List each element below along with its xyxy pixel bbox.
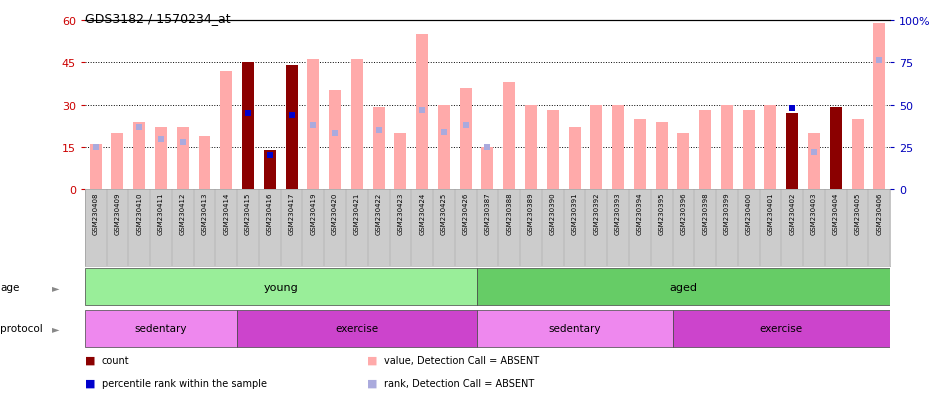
Bar [765,105,776,190]
Bar [220,71,233,190]
Text: sedentary: sedentary [135,323,187,333]
Text: aged: aged [670,282,697,292]
Bar [199,136,210,190]
Bar [177,128,188,190]
Text: GSM230411: GSM230411 [158,192,164,235]
Text: GSM230424: GSM230424 [419,192,425,235]
Text: GSM230399: GSM230399 [724,192,730,235]
Bar [85,268,477,306]
Text: GSM230417: GSM230417 [288,192,295,235]
Text: ■: ■ [85,355,95,365]
Text: GSM230410: GSM230410 [137,192,142,235]
Bar [787,114,798,190]
Bar [89,145,102,190]
Text: GSM230404: GSM230404 [833,192,838,235]
Text: GSM230402: GSM230402 [789,192,795,235]
Bar [830,108,842,190]
Text: GSM230423: GSM230423 [398,192,403,235]
Bar [237,310,477,347]
Text: GSM230414: GSM230414 [223,192,229,235]
Bar [85,310,237,347]
Text: GSM230420: GSM230420 [333,192,338,235]
Text: ■: ■ [367,378,378,388]
Text: ■: ■ [367,355,378,365]
Bar [677,133,690,190]
Text: GSM230415: GSM230415 [245,192,251,235]
Bar [373,108,384,190]
Text: GSM230398: GSM230398 [702,192,708,235]
Text: GSM230401: GSM230401 [768,192,773,235]
Text: GSM230419: GSM230419 [310,192,317,235]
Text: GSM230425: GSM230425 [441,192,447,235]
Bar [808,133,820,190]
Text: GSM230408: GSM230408 [92,192,99,235]
Text: GDS3182 / 1570234_at: GDS3182 / 1570234_at [85,12,231,25]
Bar [285,66,298,190]
Bar [438,105,450,190]
Bar [307,60,319,190]
Text: GSM230391: GSM230391 [572,192,577,235]
Text: percentile rank within the sample: percentile rank within the sample [102,378,267,388]
Bar [721,105,733,190]
Bar [477,310,673,347]
Text: GSM230409: GSM230409 [114,192,121,235]
Bar [350,60,363,190]
Text: ►: ► [52,323,59,333]
Bar [460,88,472,190]
Bar [699,111,711,190]
Text: GSM230412: GSM230412 [180,192,186,235]
Bar [395,133,406,190]
Text: exercise: exercise [760,323,803,333]
Text: GSM230395: GSM230395 [658,192,665,235]
Text: GSM230387: GSM230387 [484,192,491,235]
Text: GSM230393: GSM230393 [615,192,621,235]
Text: exercise: exercise [335,323,379,333]
Text: GSM230426: GSM230426 [463,192,469,235]
Bar [591,105,602,190]
Bar [111,133,123,190]
Text: GSM230389: GSM230389 [528,192,534,235]
Text: value, Detection Call = ABSENT: value, Detection Call = ABSENT [384,355,540,365]
Text: GSM230405: GSM230405 [854,192,861,235]
Bar [416,35,429,190]
Text: GSM230388: GSM230388 [506,192,512,235]
Bar [569,128,580,190]
Text: GSM230422: GSM230422 [376,192,382,235]
Bar [656,122,668,190]
Bar [742,111,755,190]
Bar [634,119,646,190]
Text: young: young [264,282,298,292]
Bar [503,83,515,190]
Text: GSM230406: GSM230406 [876,192,883,235]
Bar [155,128,167,190]
Bar [133,122,145,190]
Text: GSM230396: GSM230396 [680,192,687,235]
Text: protocol: protocol [0,323,42,333]
Bar [852,119,864,190]
Text: ►: ► [52,282,59,292]
Bar [525,105,537,190]
Bar [329,91,341,190]
Bar [673,310,890,347]
Bar [546,111,559,190]
Text: GSM230403: GSM230403 [811,192,817,235]
Text: GSM230413: GSM230413 [202,192,207,235]
Text: ■: ■ [85,378,95,388]
Text: age: age [0,282,20,292]
Text: GSM230390: GSM230390 [550,192,556,235]
Bar [242,63,254,190]
Text: rank, Detection Call = ABSENT: rank, Detection Call = ABSENT [384,378,535,388]
Text: GSM230400: GSM230400 [746,192,752,235]
Text: GSM230394: GSM230394 [637,192,642,235]
Bar [873,24,885,190]
Bar [264,150,276,190]
Text: GSM230416: GSM230416 [267,192,273,235]
Bar [481,148,494,190]
Text: sedentary: sedentary [548,323,601,333]
Text: GSM230421: GSM230421 [354,192,360,235]
Bar [612,105,625,190]
Text: GSM230392: GSM230392 [593,192,599,235]
Bar [477,268,890,306]
Text: count: count [102,355,129,365]
